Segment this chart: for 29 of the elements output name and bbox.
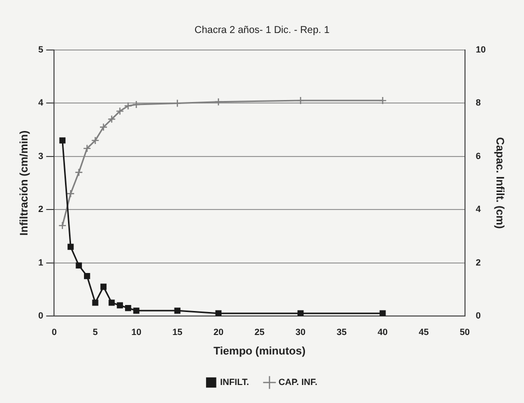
y2-tick-label: 6 — [476, 150, 481, 161]
y2-tick-label: 0 — [476, 310, 481, 320]
y2-tick-label: 4 — [476, 204, 481, 214]
y-tick-label: 0 — [38, 310, 44, 320]
x-tick-label: 15 — [172, 326, 182, 337]
x-tick-label: 20 — [213, 326, 224, 337]
x-tick-label: 5 — [92, 326, 98, 337]
x-tick-label: 35 — [336, 326, 347, 337]
y2-tick-label: 8 — [476, 98, 481, 108]
x-tick-label: 50 — [460, 326, 470, 337]
y-tick-label: 2 — [38, 204, 44, 214]
y-tick-label: 4 — [38, 98, 44, 108]
x-tick-label: 25 — [254, 326, 265, 337]
x-axis-title: Tiempo (minutos) — [213, 345, 306, 358]
y2-axis-title: Capac. Infilt. (cm) — [493, 137, 506, 230]
x-tick-label: 45 — [418, 326, 429, 337]
y-tick-label: 5 — [38, 44, 44, 54]
x-tick-label: 0 — [52, 326, 57, 337]
legend-label: INFILT. — [220, 376, 249, 387]
y2-tick-label: 10 — [476, 44, 486, 54]
y-tick-label: 1 — [38, 257, 44, 268]
x-tick-label: 30 — [296, 326, 306, 337]
legend-label: CAP. INF. — [278, 376, 318, 387]
x-tick-label: 10 — [131, 326, 142, 337]
y-tick-label: 3 — [38, 150, 44, 161]
y-axis-title: Infiltración (cm/min) — [18, 130, 31, 236]
chart-title: Chacra 2 años- 1 Dic. - Rep. 1 — [194, 24, 330, 36]
x-tick-label: 40 — [378, 326, 388, 337]
y2-tick-label: 2 — [476, 257, 481, 268]
